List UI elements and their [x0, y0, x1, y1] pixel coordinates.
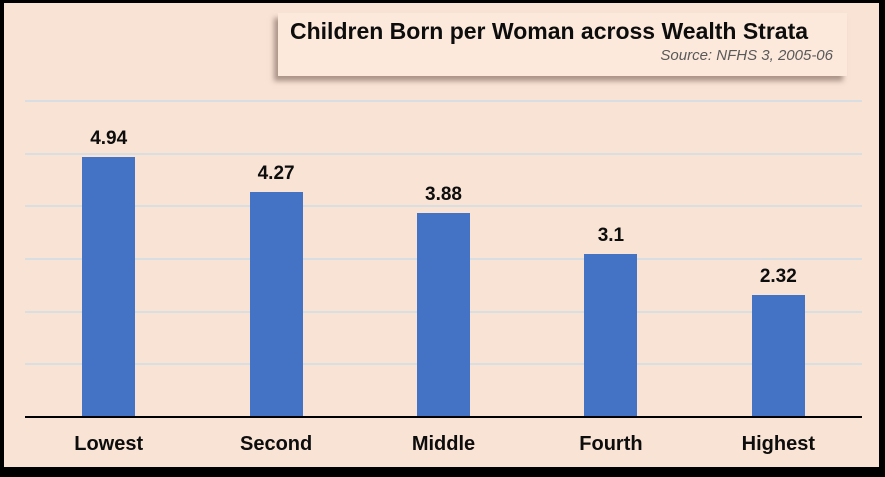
chart-canvas: Children Born per Woman across Wealth St…: [4, 3, 879, 467]
bar-middle: 3.88: [417, 184, 471, 417]
x-axis-labels: Lowest Second Middle Fourth Highest: [25, 433, 862, 456]
bar-second: 4.27: [249, 163, 303, 417]
chart-title: Children Born per Woman across Wealth St…: [290, 18, 809, 44]
bar-value-label: 3.88: [425, 183, 463, 205]
bar-value-label: 4.94: [90, 127, 128, 149]
gridline: [25, 205, 862, 208]
bar-slot-highest: 2.32: [695, 101, 862, 417]
x-axis-label-middle: Middle: [411, 433, 476, 455]
bar-lowest: 4.94: [82, 128, 136, 417]
bar-slot-second: 4.27: [192, 101, 359, 417]
bar-value-label: 3.1: [597, 224, 625, 246]
bar-slot-lowest: 4.94: [25, 101, 192, 417]
gridline: [25, 152, 862, 155]
chart-source: Source: NFHS 3, 2005-06: [660, 46, 833, 64]
bars-layer: 4.94 4.27 3.88 3.1 2.32: [25, 101, 862, 417]
plot-area: 4.94 4.27 3.88 3.1 2.32: [25, 100, 862, 417]
bar-highest: 2.32: [751, 266, 805, 417]
x-axis-label-lowest: Lowest: [74, 433, 144, 455]
bar-slot-middle: 3.88: [360, 101, 527, 417]
bar-slot-fourth: 3.1: [527, 101, 694, 417]
x-axis-label-highest: Highest: [741, 433, 815, 455]
gridline: [25, 100, 862, 102]
x-axis-line: [25, 416, 862, 418]
x-axis-label-fourth: Fourth: [579, 433, 643, 455]
x-axis-label-second: Second: [239, 433, 313, 455]
bar-value-label: 2.32: [759, 265, 797, 287]
bar-value-label: 4.27: [257, 163, 295, 185]
title-box: Children Born per Woman across Wealth St…: [278, 13, 847, 76]
bar-fourth: 3.1: [584, 225, 638, 417]
